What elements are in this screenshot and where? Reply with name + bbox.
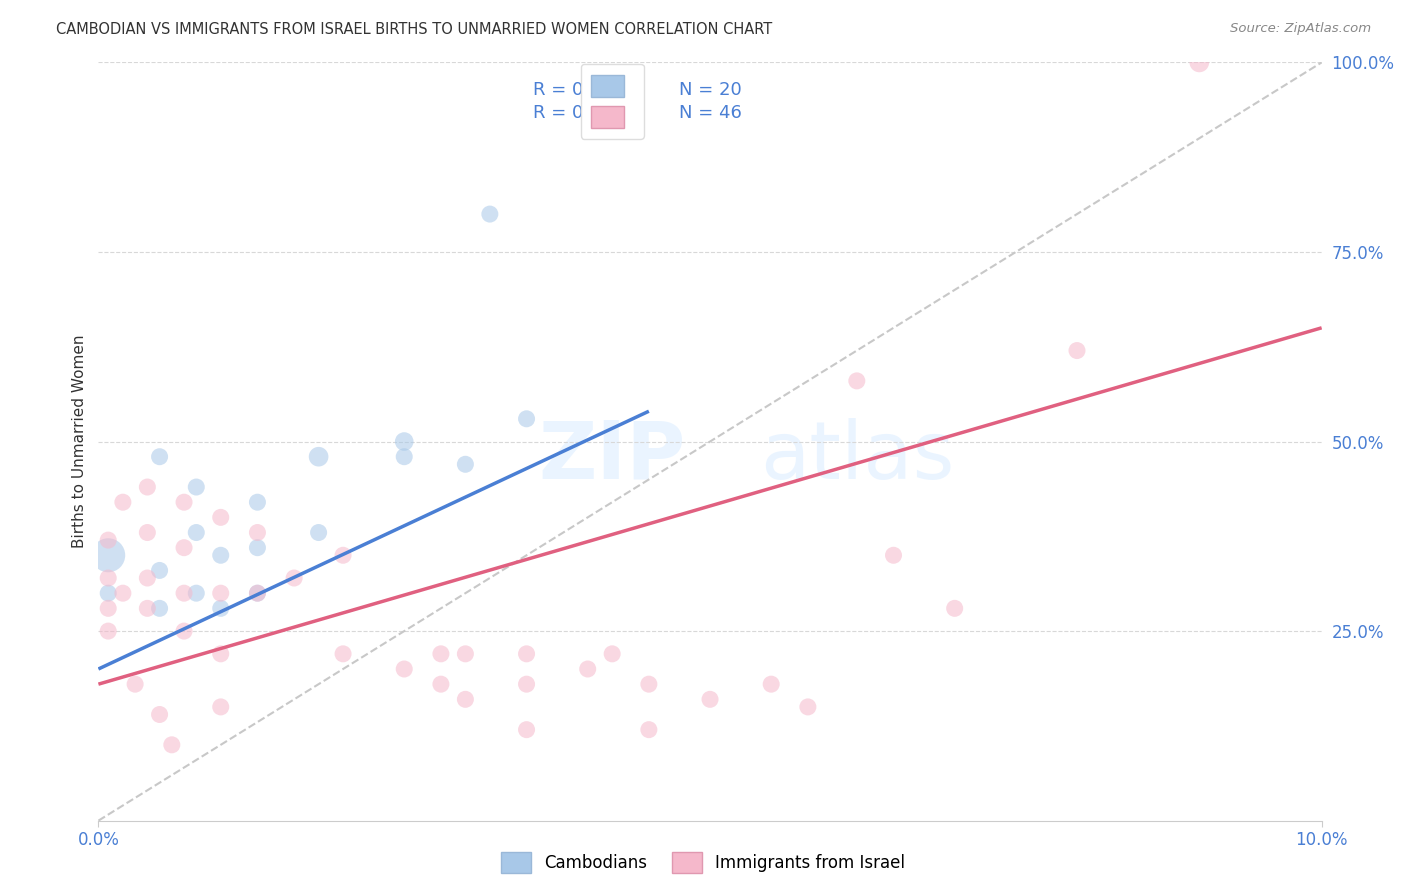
Point: [124, 677, 146, 691]
Point: [943, 601, 966, 615]
Point: [478, 207, 501, 221]
Point: [209, 699, 232, 714]
Point: [332, 647, 354, 661]
Text: R = 0.489: R = 0.489: [533, 104, 623, 122]
Point: [111, 495, 134, 509]
Point: [209, 510, 232, 524]
Point: [392, 434, 416, 449]
Point: [246, 495, 269, 509]
Legend: Cambodians, Immigrants from Israel: Cambodians, Immigrants from Israel: [494, 846, 912, 880]
Point: [97, 571, 120, 585]
Point: [845, 374, 868, 388]
Point: [283, 571, 305, 585]
Point: [186, 525, 208, 540]
Point: [454, 692, 477, 706]
Text: ZIP: ZIP: [538, 417, 686, 496]
Point: [576, 662, 599, 676]
Point: [97, 624, 120, 639]
Point: [149, 707, 172, 722]
Point: [173, 586, 195, 600]
Point: [1066, 343, 1088, 358]
Text: N = 46: N = 46: [679, 104, 742, 122]
Point: [392, 662, 416, 676]
Point: [392, 450, 416, 464]
Point: [136, 525, 159, 540]
Point: [246, 586, 269, 600]
Point: [186, 586, 208, 600]
Point: [136, 571, 159, 585]
Point: [516, 647, 538, 661]
Point: [600, 647, 623, 661]
Point: [637, 677, 661, 691]
Point: [97, 548, 120, 563]
Y-axis label: Births to Unmarried Women: Births to Unmarried Women: [72, 334, 87, 549]
Point: [761, 677, 783, 691]
Point: [516, 412, 538, 426]
Point: [246, 525, 269, 540]
Point: [209, 601, 232, 615]
Point: [97, 601, 120, 615]
Point: [111, 586, 134, 600]
Point: [637, 723, 661, 737]
Point: [332, 548, 354, 563]
Point: [516, 723, 538, 737]
Point: [308, 525, 330, 540]
Point: [308, 450, 330, 464]
Point: [173, 624, 195, 639]
Text: CAMBODIAN VS IMMIGRANTS FROM ISRAEL BIRTHS TO UNMARRIED WOMEN CORRELATION CHART: CAMBODIAN VS IMMIGRANTS FROM ISRAEL BIRT…: [56, 22, 772, 37]
Point: [246, 541, 269, 555]
Point: [454, 647, 477, 661]
Point: [160, 738, 183, 752]
Point: [97, 586, 120, 600]
Point: [430, 647, 453, 661]
Text: Source: ZipAtlas.com: Source: ZipAtlas.com: [1230, 22, 1371, 36]
Point: [454, 457, 477, 471]
Point: [136, 601, 159, 615]
Point: [699, 692, 721, 706]
Point: [430, 677, 453, 691]
Point: [209, 548, 232, 563]
Point: [209, 647, 232, 661]
Point: [149, 601, 172, 615]
Point: [173, 495, 195, 509]
Point: [516, 677, 538, 691]
Point: [97, 533, 120, 547]
Point: [246, 586, 269, 600]
Point: [797, 699, 820, 714]
Point: [209, 586, 232, 600]
Text: N = 20: N = 20: [679, 81, 742, 99]
Text: atlas: atlas: [759, 417, 955, 496]
Point: [173, 541, 195, 555]
Point: [1188, 55, 1211, 70]
Point: [136, 480, 159, 494]
Legend: , : ,: [581, 64, 644, 138]
Point: [149, 450, 172, 464]
Point: [186, 480, 208, 494]
Point: [149, 564, 172, 578]
Text: R = 0.568: R = 0.568: [533, 81, 623, 99]
Point: [883, 548, 905, 563]
